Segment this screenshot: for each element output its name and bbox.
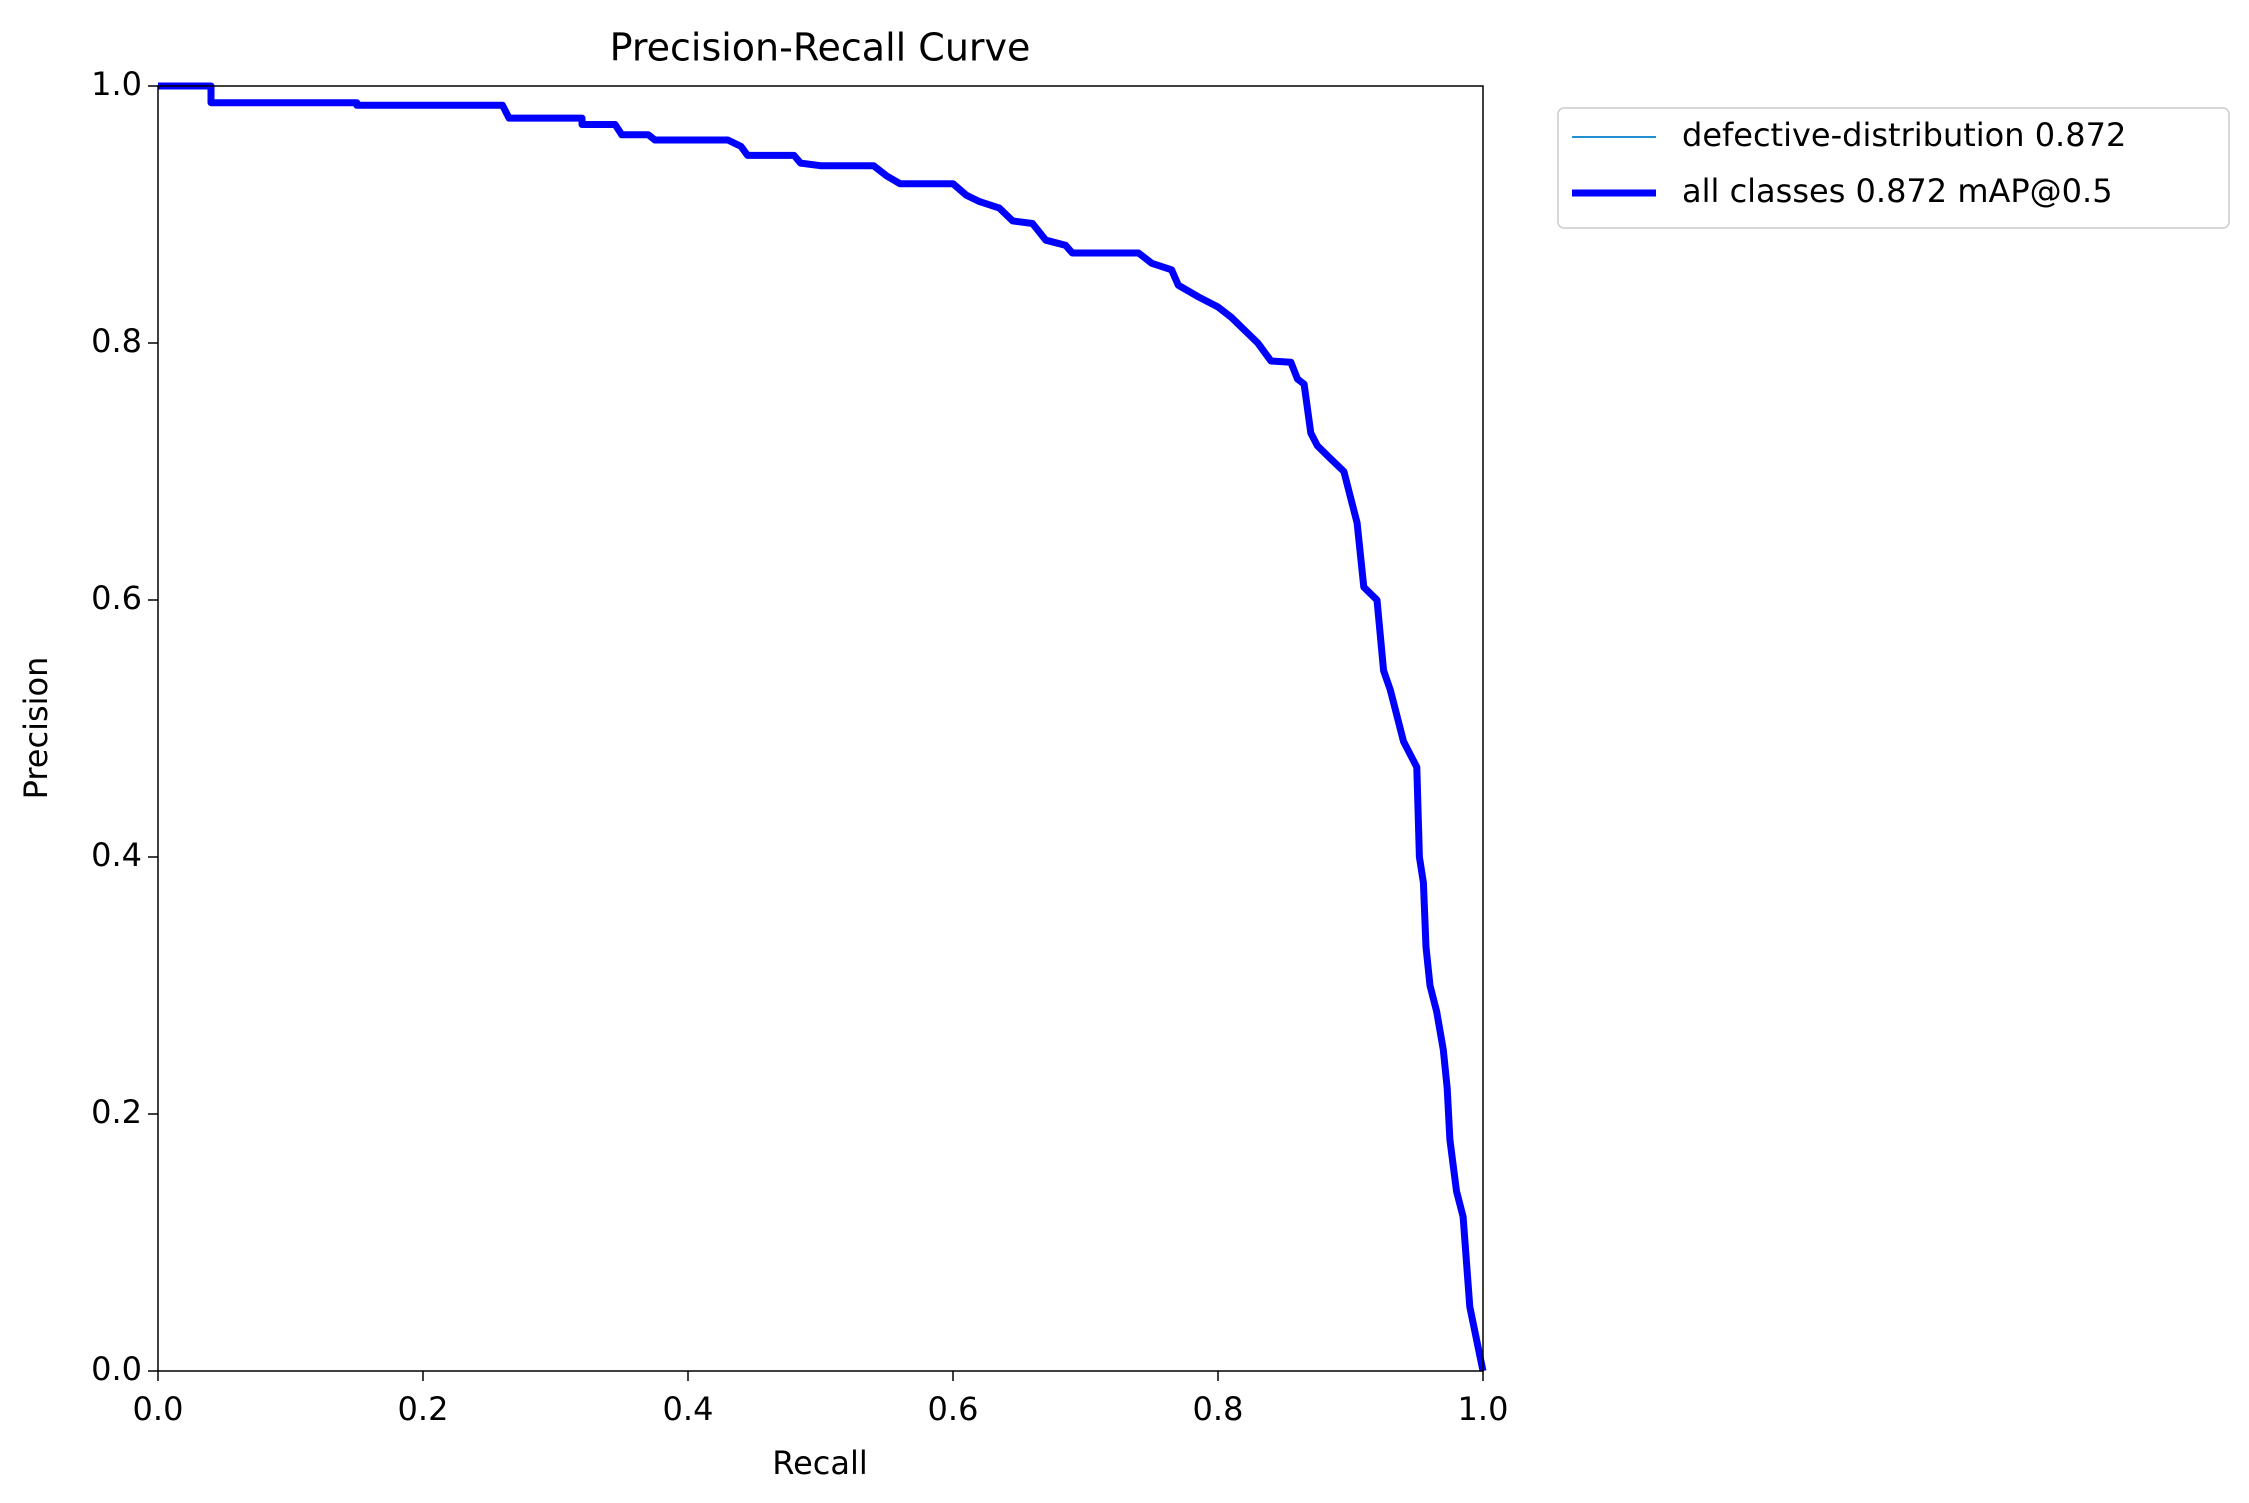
x-tick-label: 0.0 [133,1390,184,1428]
legend-label: all classes 0.872 mAP@0.5 [1682,172,2113,210]
x-tick-label: 1.0 [1458,1390,1509,1428]
pr-curve [158,82,1487,1372]
y-tick-label: 0.2 [91,1093,142,1131]
x-tick-label: 0.4 [663,1390,714,1428]
y-tick-label: 1.0 [91,65,142,103]
x-tick-label: 0.2 [398,1390,449,1428]
y-axis-label: Precision [17,657,55,800]
y-tick-label: 0.0 [91,1350,142,1388]
x-axis-label: Recall [772,1444,867,1482]
y-tick-label: 0.8 [91,322,142,360]
y-tick-label: 0.4 [91,836,142,874]
pr-curve [158,85,1484,1372]
plot-frame [157,85,1484,1372]
legend-label: defective-distribution 0.872 [1682,116,2126,154]
x-tick-label: 0.6 [928,1390,979,1428]
y-tick-label: 0.6 [91,579,142,617]
x-tick-label: 0.8 [1193,1390,1244,1428]
legend-box [1557,107,2230,229]
chart-title: Precision-Recall Curve [610,26,1031,70]
